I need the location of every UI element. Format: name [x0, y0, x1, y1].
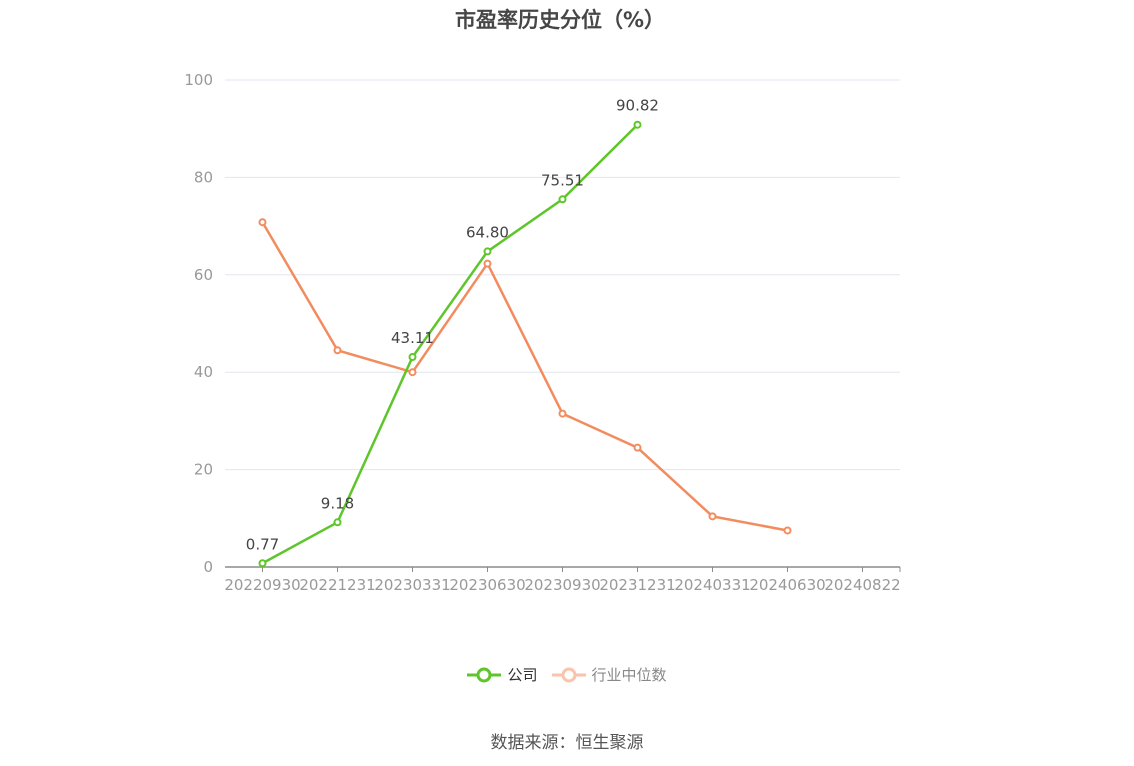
x-tick-label: 20230630 [449, 576, 525, 594]
x-tick-label: 20240331 [674, 576, 750, 594]
x-tick-label: 20240822 [824, 576, 900, 594]
y-tick-label: 80 [194, 168, 213, 186]
y-tick-label: 0 [203, 558, 213, 576]
legend-item-company[interactable]: 公司 [467, 664, 538, 685]
data-point-company [483, 247, 492, 256]
data-point-industry [333, 346, 342, 355]
data-point-industry [708, 512, 717, 521]
data-point-industry [258, 218, 267, 227]
y-tick-label: 60 [194, 266, 213, 284]
data-point-industry [483, 259, 492, 268]
legend-label-company: 公司 [507, 666, 538, 684]
x-tick-label: 20220930 [224, 576, 300, 594]
data-point-industry [408, 368, 417, 377]
data-point-company [633, 120, 642, 129]
x-tick-label: 20240630 [749, 576, 825, 594]
x-tick-label: 20230930 [524, 576, 600, 594]
data-label: 43.11 [391, 329, 434, 347]
data-point-industry [633, 443, 642, 452]
data-label: 9.18 [321, 494, 354, 512]
data-point-company [333, 518, 342, 527]
data-point-company [558, 195, 567, 204]
data-label: 75.51 [541, 171, 584, 189]
data-label: 64.80 [466, 223, 509, 241]
series-line-company [261, 123, 639, 565]
legend-marker-industry [551, 667, 586, 682]
y-tick-label: 100 [184, 71, 213, 89]
data-label: 90.82 [616, 97, 659, 115]
data-label: 0.77 [246, 535, 279, 553]
data-point-industry [558, 409, 567, 418]
legend-label-industry: 行业中位数 [591, 666, 667, 684]
chart-title: 市盈率历史分位（%） [454, 8, 666, 32]
x-tick-label: 20230331 [374, 576, 450, 594]
data-point-industry [783, 526, 792, 535]
x-tick-label: 20221231 [299, 576, 375, 594]
legend-item-industry[interactable]: 行业中位数 [551, 664, 667, 685]
source-note: 数据来源：恒生聚源 [490, 733, 644, 753]
x-tick-label: 20231231 [599, 576, 675, 594]
series-line-industry [261, 221, 788, 532]
y-tick-label: 20 [194, 461, 213, 479]
legend: 公司 行业中位数 [0, 664, 1134, 685]
legend-marker-company [467, 667, 502, 682]
data-point-company [408, 353, 417, 362]
data-point-company [258, 559, 267, 568]
y-tick-label: 40 [194, 363, 213, 381]
